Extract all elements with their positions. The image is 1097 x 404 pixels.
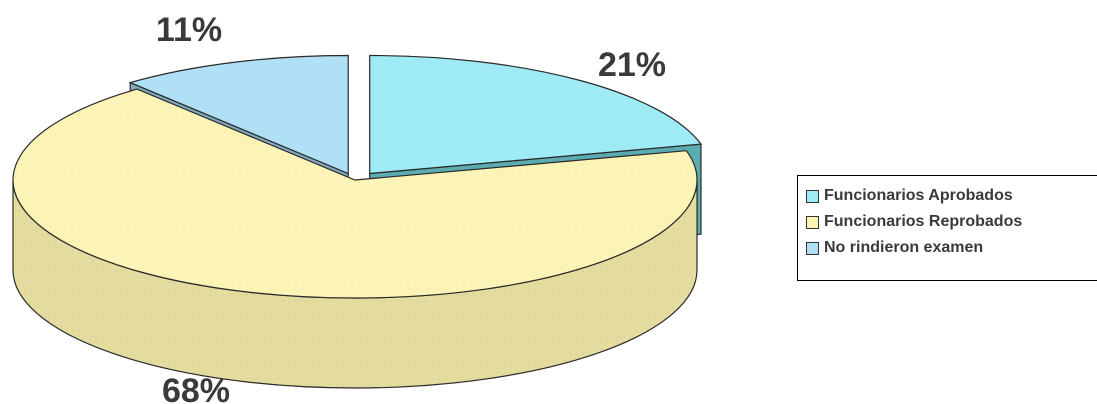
legend-swatch-no-rindieron <box>806 241 819 255</box>
pct-label-aprobados: 21% <box>598 46 666 84</box>
legend-label-aprobados: Funcionarios Aprobados <box>824 187 1013 204</box>
legend-item-aprobados: Funcionarios Aprobados <box>806 183 1097 209</box>
pie-slice-reprobados <box>12 88 698 299</box>
legend-label-reprobados: Funcionarios Reprobados <box>824 213 1023 230</box>
legend-label-no-rindieron: No rindieron examen <box>824 239 984 256</box>
pct-label-no-rindieron: 11% <box>156 11 222 49</box>
legend-item-no-rindieron: No rindieron examen <box>806 235 1097 261</box>
pct-label-reprobados: 68% <box>162 372 230 404</box>
chart-legend: Funcionarios Aprobados Funcionarios Repr… <box>797 175 1097 281</box>
legend-item-reprobados: Funcionarios Reprobados <box>806 209 1097 235</box>
pie-slice-no-rindieron <box>128 54 349 175</box>
legend-swatch-reprobados <box>806 215 819 229</box>
pie-slice-aprobados <box>369 54 703 175</box>
legend-swatch-aprobados <box>806 189 819 203</box>
